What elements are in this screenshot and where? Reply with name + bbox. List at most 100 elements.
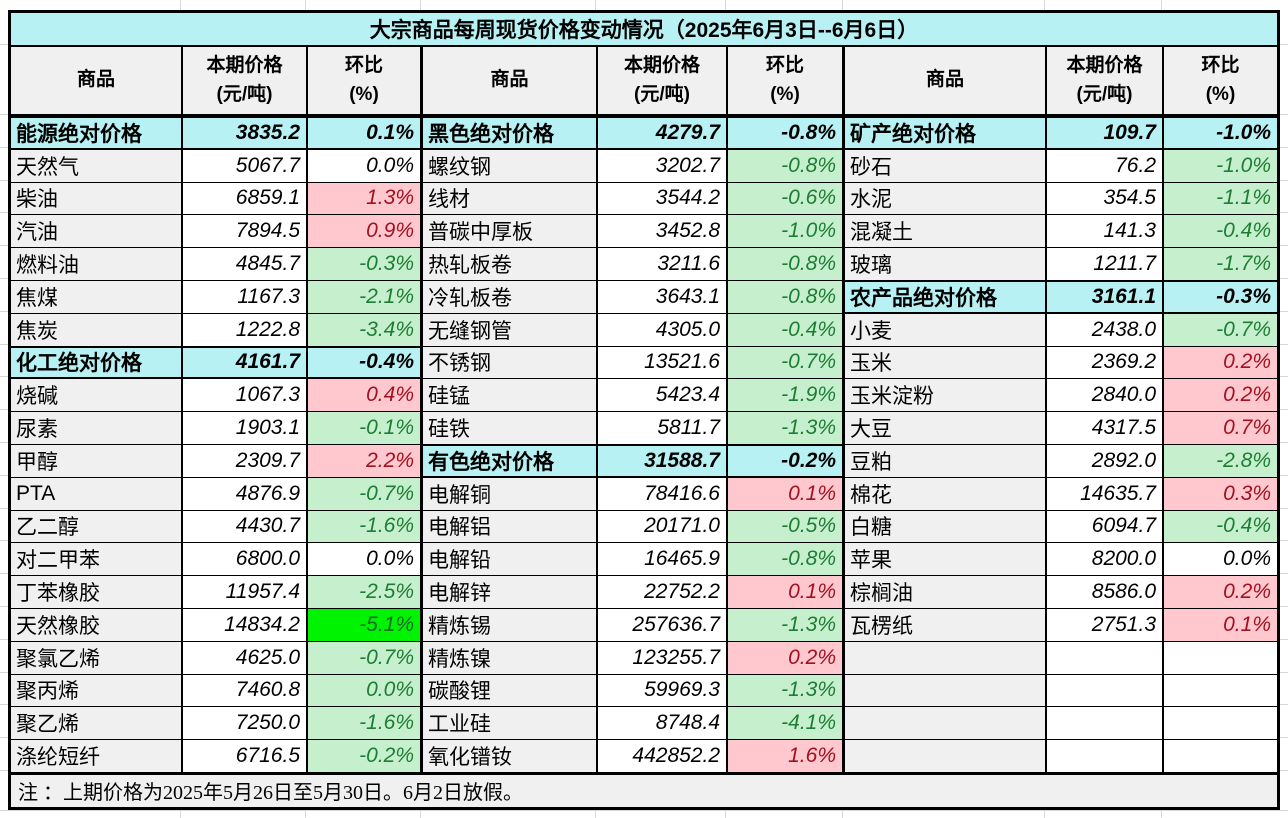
category-name-cell[interactable]: 黑色绝对价格 [423,117,598,150]
pct-cell[interactable]: 0.0% [308,674,423,708]
pct-cell[interactable]: 0.2% [728,641,845,675]
pct-cell[interactable]: 0.0% [1164,543,1277,577]
header-commodity[interactable]: 商品 [423,47,598,117]
pct-cell[interactable]: -0.8% [728,248,845,281]
pct-cell[interactable]: -0.7% [308,641,423,675]
price-cell[interactable]: 5067.7 [183,149,308,183]
price-cell[interactable] [1047,641,1164,675]
commodity-name-cell[interactable]: 小麦 [845,313,1047,347]
price-cell[interactable]: 2438.0 [1047,313,1164,347]
category-price-cell[interactable]: 3161.1 [1047,280,1164,314]
pct-cell[interactable]: 1.3% [308,182,423,216]
pct-cell[interactable]: -0.3% [308,248,423,281]
price-cell[interactable]: 7894.5 [183,215,308,249]
commodity-name-cell[interactable]: 瓦楞纸 [845,608,1047,642]
pct-cell[interactable]: -0.2% [308,740,423,773]
pct-cell[interactable]: -3.4% [308,313,423,347]
pct-cell[interactable]: -0.7% [1164,313,1277,347]
pct-cell[interactable]: -0.4% [1164,215,1277,249]
commodity-name-cell[interactable]: 玻璃 [845,248,1047,281]
pct-cell[interactable] [1164,641,1277,675]
price-cell[interactable]: 5811.7 [598,412,728,445]
header-pct[interactable]: 环比 (%) [1164,47,1277,117]
category-price-cell[interactable]: 31588.7 [598,444,728,478]
price-cell[interactable]: 1211.7 [1047,248,1164,281]
commodity-name-cell[interactable]: 电解锌 [423,576,598,609]
price-cell[interactable]: 442852.2 [598,740,728,773]
pct-cell[interactable]: 0.9% [308,215,423,249]
pct-cell[interactable]: 1.6% [728,740,845,773]
commodity-name-cell[interactable]: 尿素 [11,412,183,445]
pct-cell[interactable]: -0.8% [728,280,845,314]
pct-cell[interactable]: -1.3% [728,412,845,445]
commodity-name-cell[interactable]: 砂石 [845,149,1047,183]
commodity-name-cell[interactable]: 豆粕 [845,444,1047,478]
pct-cell[interactable]: -0.7% [308,477,423,511]
commodity-name-cell[interactable]: PTA [11,477,183,511]
commodity-name-cell[interactable]: 白糖 [845,510,1047,544]
price-cell[interactable]: 123255.7 [598,641,728,675]
commodity-name-cell[interactable]: 乙二醇 [11,510,183,544]
pct-cell[interactable]: 0.1% [728,576,845,609]
commodity-name-cell[interactable]: 不锈钢 [423,346,598,380]
price-cell[interactable] [1047,740,1164,773]
pct-cell[interactable]: 0.1% [1164,608,1277,642]
price-cell[interactable] [1047,674,1164,708]
commodity-name-cell[interactable] [845,707,1047,741]
pct-cell[interactable]: -2.8% [1164,444,1277,478]
category-pct-cell[interactable]: -0.3% [1164,280,1277,314]
price-cell[interactable]: 14834.2 [183,608,308,642]
commodity-name-cell[interactable]: 电解铅 [423,543,598,577]
commodity-name-cell[interactable]: 大豆 [845,412,1047,445]
commodity-name-cell[interactable]: 冷轧板卷 [423,280,598,314]
pct-cell[interactable]: -1.9% [728,379,845,413]
price-cell[interactable]: 13521.6 [598,346,728,380]
commodity-name-cell[interactable]: 电解铝 [423,510,598,544]
commodity-name-cell[interactable]: 焦煤 [11,280,183,314]
pct-cell[interactable]: 0.1% [728,477,845,511]
pct-cell[interactable]: -1.3% [728,674,845,708]
commodity-name-cell[interactable]: 甲醇 [11,444,183,478]
price-cell[interactable]: 6800.0 [183,543,308,577]
pct-cell[interactable]: -0.8% [728,543,845,577]
commodity-name-cell[interactable]: 精炼锡 [423,608,598,642]
price-cell[interactable]: 4430.7 [183,510,308,544]
price-cell[interactable]: 8586.0 [1047,576,1164,609]
commodity-name-cell[interactable]: 燃料油 [11,248,183,281]
price-cell[interactable]: 2892.0 [1047,444,1164,478]
price-cell[interactable]: 4317.5 [1047,412,1164,445]
commodity-name-cell[interactable]: 棕榈油 [845,576,1047,609]
pct-cell[interactable]: -5.1% [308,608,423,642]
table-title[interactable]: 大宗商品每周现货价格变动情况（2025年6月3日--6月6日） [11,13,1277,47]
header-pct[interactable]: 环比 (%) [728,47,845,117]
commodity-name-cell[interactable] [845,740,1047,773]
pct-cell[interactable] [1164,740,1277,773]
category-pct-cell[interactable]: -0.8% [728,117,845,150]
commodity-name-cell[interactable]: 无缝钢管 [423,313,598,347]
category-pct-cell[interactable]: -0.4% [308,346,423,380]
price-cell[interactable]: 4845.7 [183,248,308,281]
pct-cell[interactable]: 0.0% [308,149,423,183]
category-pct-cell[interactable]: -1.0% [1164,117,1277,150]
commodity-name-cell[interactable]: 普碳中厚板 [423,215,598,249]
price-cell[interactable]: 11957.4 [183,576,308,609]
header-price[interactable]: 本期价格 (元/吨) [598,47,728,117]
commodity-name-cell[interactable]: 烧碱 [11,379,183,413]
pct-cell[interactable]: -1.6% [308,510,423,544]
pct-cell[interactable]: 0.3% [1164,477,1277,511]
pct-cell[interactable]: 0.2% [1164,379,1277,413]
price-cell[interactable]: 4876.9 [183,477,308,511]
header-price[interactable]: 本期价格 (元/吨) [183,47,308,117]
price-cell[interactable]: 14635.7 [1047,477,1164,511]
commodity-name-cell[interactable]: 线材 [423,182,598,216]
price-cell[interactable]: 8200.0 [1047,543,1164,577]
price-cell[interactable]: 20171.0 [598,510,728,544]
price-cell[interactable]: 3211.6 [598,248,728,281]
category-name-cell[interactable]: 矿产绝对价格 [845,117,1047,150]
pct-cell[interactable]: 0.7% [1164,412,1277,445]
pct-cell[interactable]: -0.4% [1164,510,1277,544]
commodity-name-cell[interactable]: 螺纹钢 [423,149,598,183]
header-pct[interactable]: 环比 (%) [308,47,423,117]
commodity-name-cell[interactable]: 混凝土 [845,215,1047,249]
price-cell[interactable]: 2309.7 [183,444,308,478]
